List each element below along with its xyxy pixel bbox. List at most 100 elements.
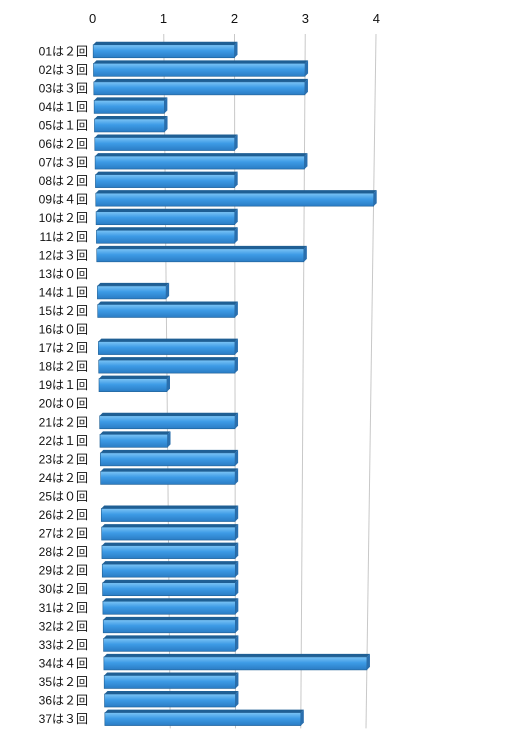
bar-top-face (102, 561, 239, 565)
bar-front-face (103, 656, 368, 671)
bar-front-face (96, 229, 236, 244)
category-label: 01は２回 (39, 44, 88, 58)
category-label: 07は３回 (39, 156, 88, 170)
bar (102, 579, 239, 597)
bar-front-face (94, 137, 235, 151)
bar-top-face (94, 134, 238, 138)
bar-top-face (96, 208, 238, 212)
bar-top-face (98, 357, 238, 361)
bar-top-face (102, 579, 239, 583)
bar-top-face (103, 616, 239, 620)
category-label: 32は２回 (39, 619, 88, 633)
bar (104, 709, 304, 726)
bar (99, 412, 239, 430)
category-label: 26は２回 (39, 508, 88, 522)
bar-front-face (96, 248, 305, 263)
category-label: 11は２回 (40, 230, 88, 244)
bar-top-face (104, 709, 304, 713)
bar-front-face (94, 118, 165, 133)
category-label: 10は２回 (39, 211, 88, 225)
bar-top-face (100, 468, 239, 472)
bar-end-face (235, 524, 239, 541)
bar-top-face (103, 635, 239, 639)
x-tick-label: 1 (160, 11, 167, 26)
bar-top-face (95, 153, 308, 157)
bar (103, 672, 239, 689)
category-label: 18は２回 (39, 360, 88, 374)
bar-front-face (99, 452, 236, 467)
bar (103, 653, 370, 671)
category-label: 37は３回 (39, 712, 88, 726)
bar-end-face (235, 672, 239, 689)
bar-front-face (98, 359, 236, 374)
x-axis-ticks: 0 1 2 3 4 (89, 11, 380, 26)
category-label: 35は２回 (39, 675, 88, 689)
category-label: 14は１回 (39, 285, 88, 299)
bar (102, 616, 239, 634)
bar (99, 431, 171, 448)
bar-front-face (101, 545, 236, 559)
bar-front-face (102, 600, 236, 615)
bar-end-face (235, 561, 239, 578)
bar (93, 78, 308, 96)
bars (92, 41, 377, 726)
bar-front-face (93, 63, 306, 77)
bar (100, 468, 239, 485)
bar-top-face (93, 41, 238, 45)
category-label: 15は２回 (39, 304, 88, 318)
category-label: 17は２回 (39, 341, 88, 355)
category-label: 34は４回 (39, 656, 88, 670)
bar (101, 542, 239, 559)
bar (96, 227, 238, 244)
bar-front-face (95, 211, 236, 226)
category-label: 12は３回 (39, 248, 88, 262)
bar-end-face (234, 171, 238, 188)
bar-top-face (97, 301, 238, 305)
category-label: 16は０回 (39, 323, 88, 337)
category-label: 24は２回 (39, 471, 88, 485)
bar-top-face (94, 97, 168, 101)
bar-front-face (100, 508, 236, 522)
bar (101, 524, 239, 541)
bar-end-face (235, 449, 239, 466)
bar (93, 97, 168, 114)
bar-end-face (235, 616, 239, 633)
gridline-4 (365, 33, 377, 729)
bar-end-face (303, 245, 307, 262)
category-label: 25は０回 (39, 489, 88, 503)
bar-end-face (234, 208, 238, 225)
bar-top-face (99, 412, 239, 416)
bar (94, 115, 168, 133)
bar-top-face (101, 505, 239, 509)
bar-top-face (101, 524, 239, 528)
bar-front-face (97, 304, 236, 318)
bar-end-face (305, 60, 309, 77)
bar-end-face (304, 153, 308, 170)
bar-front-face (95, 174, 236, 188)
bar-end-face (235, 468, 239, 485)
bar-end-face (234, 41, 238, 58)
bar-front-face (102, 619, 236, 634)
bar-top-face (101, 542, 239, 546)
bar-end-face (166, 282, 170, 299)
bar-front-face (100, 471, 236, 485)
bar (95, 208, 238, 226)
bar (92, 41, 238, 59)
bar-top-face (99, 375, 170, 379)
category-label: 13は０回 (39, 267, 88, 281)
gridline-3 (300, 33, 306, 729)
bar-end-face (234, 338, 238, 355)
category-label: 21は２回 (39, 415, 88, 429)
bar-top-face (100, 449, 239, 453)
category-label: 22は１回 (39, 434, 88, 448)
category-label: 28は２回 (39, 545, 88, 559)
bar-front-face (104, 693, 236, 708)
bar-end-face (234, 301, 238, 318)
bar-end-face (235, 691, 239, 708)
bar-end-face (164, 115, 168, 132)
category-labels: 01は２回 02は３回 03は３回 04は１回 05は１回 06は２回 07は３回 08は２回… (39, 44, 88, 726)
bar (94, 153, 308, 170)
bar (103, 635, 239, 652)
category-label: 29は２回 (39, 564, 88, 578)
